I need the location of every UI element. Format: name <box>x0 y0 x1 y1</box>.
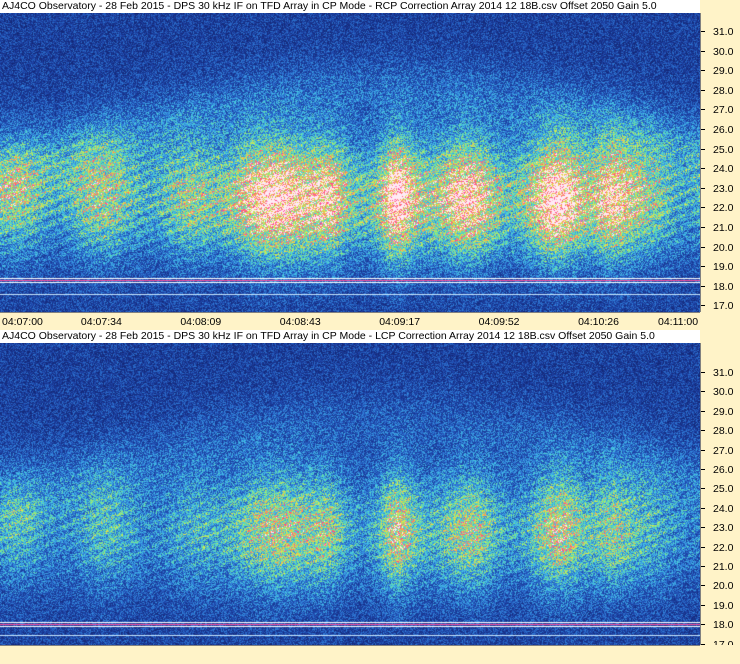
frequency-tick-label: 31.0 <box>713 367 734 379</box>
frequency-tick-label: 20.0 <box>713 580 734 593</box>
tick-mark <box>701 469 705 470</box>
frequency-tick-label: 24.0 <box>713 502 734 515</box>
time-axis: 04:07:00 04:07:34 04:08:09 04:08:43 04:09:17… <box>0 312 700 329</box>
frequency-tick-label: 24.0 <box>713 163 734 176</box>
rcp-frequency-axis: 31.0 30.0 29.0 28.0 27.0 26.0 25.0 24.0 23.0 22.0… <box>700 13 740 312</box>
frequency-tick-label: 27.0 <box>713 444 734 457</box>
rcp-title: AJ4CO Observatory - 28 Feb 2015 - DPS 30… <box>0 0 700 13</box>
frequency-tick-label: 18.0 <box>713 280 734 293</box>
frequency-tick-label: 25.0 <box>713 143 734 156</box>
frequency-tick-label: 18.0 <box>713 619 734 632</box>
frequency-tick-label: 29.0 <box>713 65 734 78</box>
axis-corner <box>700 312 740 329</box>
tick-mark <box>701 372 705 373</box>
tick-mark <box>701 50 705 52</box>
tick-mark <box>701 285 705 287</box>
tick-mark <box>701 305 705 307</box>
tick-mark <box>701 266 705 268</box>
time-tick-label: 04:10:26 <box>578 316 619 328</box>
tick-mark <box>701 148 705 150</box>
tick-mark <box>701 70 705 72</box>
tick-mark <box>701 566 705 567</box>
lcp-spectrogram[interactable] <box>0 343 700 645</box>
rcp-spectrogram[interactable] <box>0 13 700 312</box>
lcp-title: AJ4CO Observatory - 28 Feb 2015 - DPS 30… <box>0 330 700 343</box>
tick-mark <box>701 227 705 228</box>
time-tick-label: 04:09:17 <box>379 316 421 328</box>
tick-mark <box>701 643 705 645</box>
axis-corner-bottom <box>700 645 740 664</box>
time-tick-label: 04:07:34 <box>80 316 122 328</box>
tick-mark <box>701 430 705 432</box>
tick-mark <box>701 410 705 412</box>
rcp-spectrogram-canvas[interactable] <box>0 13 700 312</box>
lcp-frequency-axis: 31.0 30.0 29.0 28.0 27.0 26.0 25.0 24.0 23.0 22.0… <box>700 343 740 651</box>
tick-mark <box>701 527 705 529</box>
frequency-tick-label: 30.0 <box>713 386 734 399</box>
frequency-tick-label: 19.0 <box>713 261 734 274</box>
frequency-tick-label: 26.0 <box>713 124 734 136</box>
tick-mark <box>701 488 705 490</box>
frequency-tick-label: 20.0 <box>713 241 734 254</box>
tick-mark <box>701 31 705 32</box>
tick-mark <box>701 89 705 91</box>
tick-mark <box>701 546 705 548</box>
frequency-tick-label: 23.0 <box>713 182 734 195</box>
time-tick-label: 04:07:00 <box>2 316 43 328</box>
lcp-panel: AJ4CO Observatory - 28 Feb 2015 - DPS 30… <box>0 330 740 664</box>
time-tick-label: 04:11:00 <box>658 316 699 328</box>
frequency-tick-label: 23.0 <box>713 522 734 535</box>
tick-mark <box>701 507 705 509</box>
frequency-tick-label: 29.0 <box>713 405 734 418</box>
tick-mark <box>701 168 705 170</box>
tick-mark <box>701 585 705 587</box>
tick-mark <box>701 391 705 393</box>
frequency-tick-label: 22.0 <box>713 202 734 215</box>
frequency-tick-label: 26.0 <box>713 464 734 476</box>
frequency-tick-label: 25.0 <box>713 483 734 496</box>
lcp-spectrogram-canvas[interactable] <box>0 343 700 645</box>
tick-mark <box>701 129 705 130</box>
frequency-tick-label: 28.0 <box>713 425 734 438</box>
tick-mark <box>701 624 705 626</box>
tick-mark <box>701 187 705 189</box>
rcp-panel: AJ4CO Observatory - 28 Feb 2015 - DPS 30… <box>0 0 740 330</box>
frequency-tick-label: 19.0 <box>713 599 734 612</box>
time-tick-label: 04:09:52 <box>478 316 520 328</box>
tick-mark <box>701 449 705 451</box>
frequency-tick-label: 21.0 <box>713 561 734 573</box>
tick-mark <box>701 207 705 209</box>
time-tick-label: 04:08:09 <box>180 316 222 328</box>
frequency-tick-label: 21.0 <box>713 222 734 234</box>
tick-mark <box>701 109 705 111</box>
tick-mark <box>701 604 705 606</box>
frequency-tick-label: 30.0 <box>713 45 734 58</box>
time-tick-label: 04:08:43 <box>279 316 321 328</box>
frequency-tick-label: 17.0 <box>713 300 734 313</box>
tick-mark <box>701 246 705 248</box>
frequency-tick-label: 22.0 <box>713 541 734 554</box>
lcp-time-axis-strip <box>0 645 700 664</box>
frequency-tick-label: 31.0 <box>713 26 734 38</box>
frequency-tick-label: 28.0 <box>713 84 734 97</box>
frequency-tick-label: 27.0 <box>713 104 734 117</box>
